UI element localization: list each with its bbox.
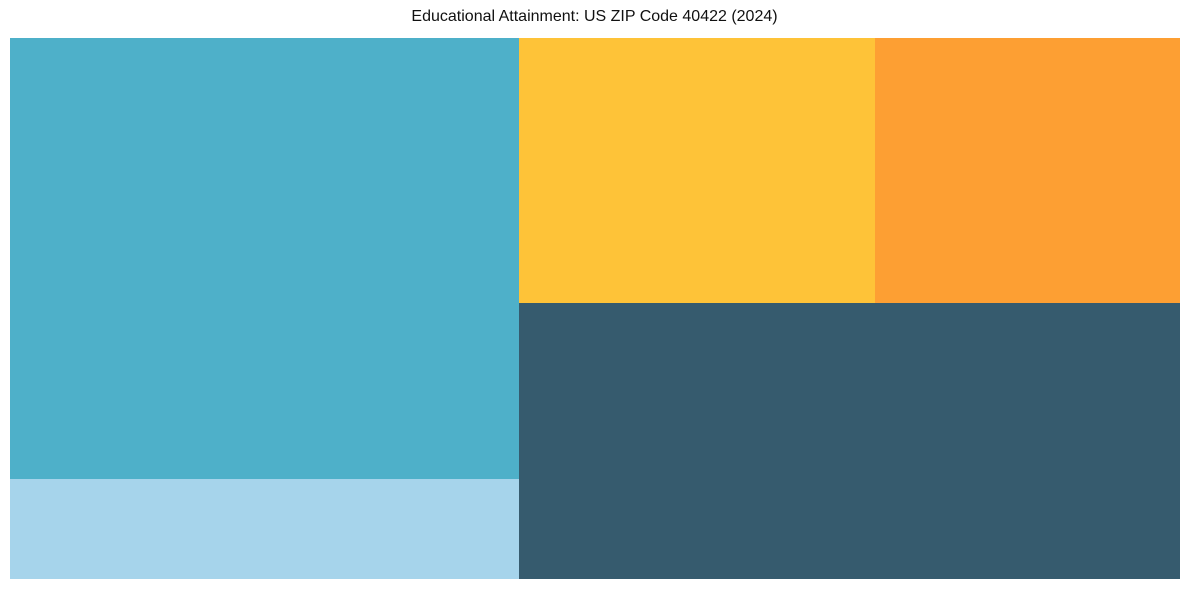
treemap-tile [519,38,875,303]
chart-title: Educational Attainment: US ZIP Code 4042… [411,8,778,25]
treemap-plot-area [10,38,1180,579]
treemap-tile [875,38,1180,303]
treemap-tile [10,479,519,579]
treemap-tile [10,38,519,479]
treemap-tile [519,303,1180,579]
